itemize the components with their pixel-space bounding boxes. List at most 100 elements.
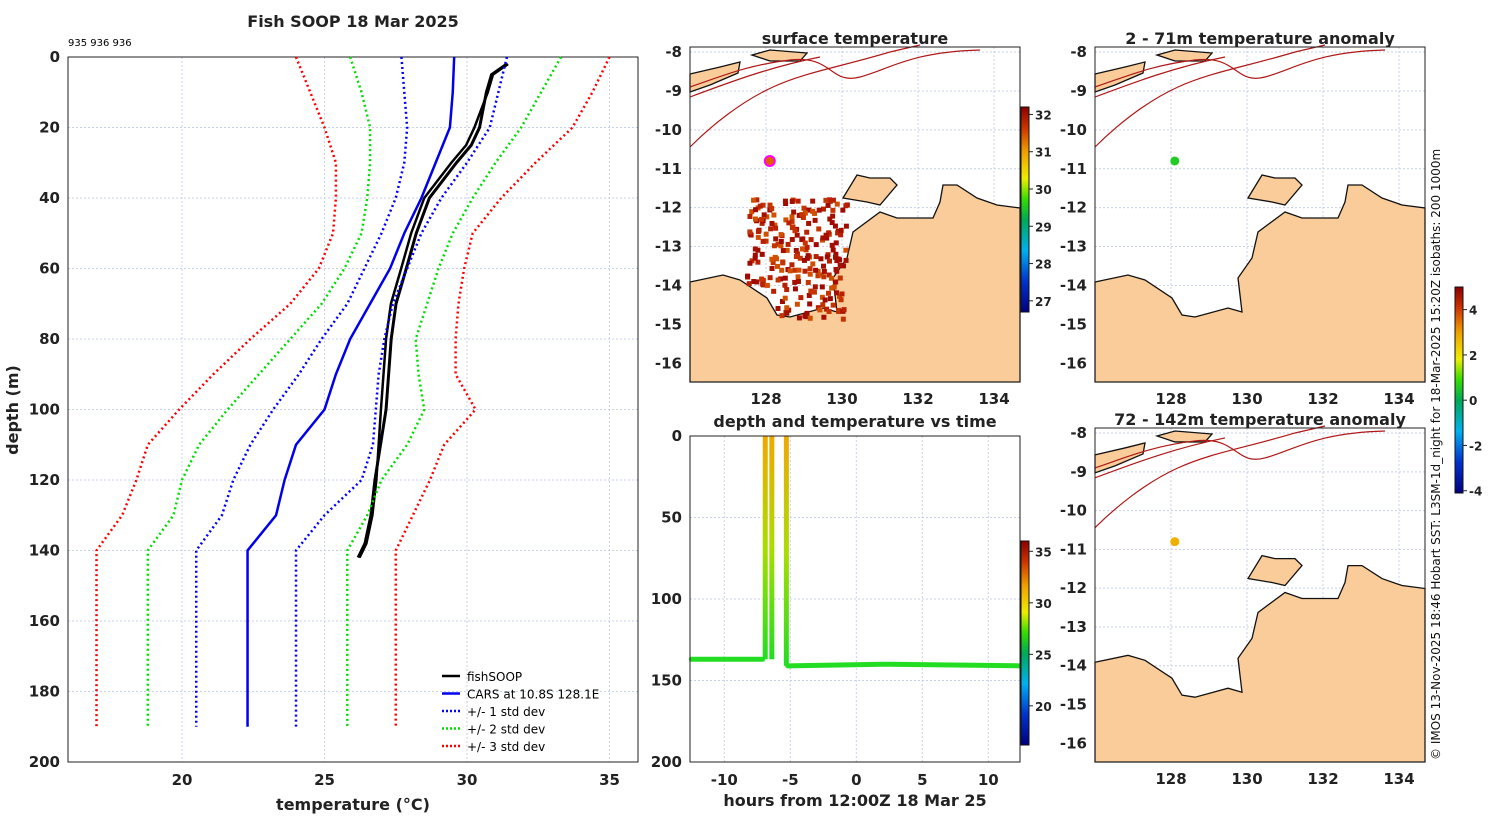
sst-pixel xyxy=(770,266,775,271)
y-tick-label: 200 xyxy=(651,753,682,771)
cars-line xyxy=(248,57,455,727)
sst-pixel xyxy=(756,235,761,240)
lon-tick-label: 134 xyxy=(1383,770,1414,788)
sst-pixel xyxy=(753,256,758,261)
sst-pixel xyxy=(784,311,789,316)
sst-pixel xyxy=(780,259,785,264)
sst-pixel xyxy=(745,274,750,279)
sst-pixel xyxy=(834,290,839,295)
sst-pixel xyxy=(747,281,752,286)
sst-pixel xyxy=(821,274,826,279)
lat-tick-label: -12 xyxy=(1060,199,1087,217)
x-tick-label: 25 xyxy=(314,771,335,789)
sst-pixel xyxy=(768,203,773,208)
y-tick-label: 0 xyxy=(672,427,682,445)
lat-tick-label: -11 xyxy=(1060,540,1087,558)
lat-tick-label: -9 xyxy=(1070,82,1087,100)
coastline xyxy=(1095,566,1425,762)
sst-pixel xyxy=(781,248,786,253)
sst-pixel xyxy=(798,295,803,300)
lat-tick-label: -15 xyxy=(655,315,682,333)
sst-pixel xyxy=(764,232,769,237)
y-tick-label: 100 xyxy=(651,590,682,608)
colorbar-tick-label: 35 xyxy=(1035,545,1052,559)
colorbar-time-temp xyxy=(1021,541,1029,745)
lat-tick-label: -8 xyxy=(1070,43,1087,61)
sst-pixel xyxy=(838,276,843,281)
sst-pixel xyxy=(753,207,758,212)
sst-pixel xyxy=(765,283,770,288)
sst-pixel xyxy=(776,306,781,311)
sst-pixel xyxy=(768,275,773,280)
sst-pixel xyxy=(751,198,756,203)
sst-pixel xyxy=(753,217,758,222)
sst-pixel xyxy=(773,226,778,231)
legend-label: +/- 2 std dev xyxy=(467,723,545,737)
sst-pixel xyxy=(827,259,832,264)
x-tick-label: -10 xyxy=(711,771,738,789)
y-tick-label: 200 xyxy=(29,753,60,771)
y-tick-label: 80 xyxy=(39,330,60,348)
sst-pixel xyxy=(821,264,826,269)
sst-pixel xyxy=(797,315,802,320)
y-tick-label: 60 xyxy=(39,260,60,278)
y-tick-label: 40 xyxy=(39,189,60,207)
sst-pixel xyxy=(840,291,845,296)
colorbar-tick-label: 2 xyxy=(1469,349,1477,363)
sst-pixel xyxy=(842,307,847,312)
lon-tick-label: 130 xyxy=(1231,770,1262,788)
sst-pixel xyxy=(820,302,825,307)
sst-pixel xyxy=(830,208,835,213)
legend-label: +/- 1 std dev xyxy=(467,705,545,719)
sst-pixel xyxy=(826,291,831,296)
lat-tick-label: -8 xyxy=(665,43,682,61)
sst-pixel xyxy=(802,258,807,263)
lat-tick-label: -16 xyxy=(655,354,682,372)
lat-tick-label: -12 xyxy=(655,199,682,217)
lon-tick-label: 132 xyxy=(1307,390,1338,408)
sst-pixel xyxy=(844,224,849,229)
profile-location-marker xyxy=(1170,156,1179,165)
legend-label: fishSOOP xyxy=(467,670,522,684)
lat-tick-label: -9 xyxy=(1070,463,1087,481)
sst-pixel xyxy=(794,254,799,259)
sst-pixel xyxy=(783,296,788,301)
sst-pixel xyxy=(760,252,765,257)
sst-pixel xyxy=(791,210,796,215)
sst-pixel xyxy=(827,309,832,314)
lon-tick-label: 134 xyxy=(1383,390,1414,408)
lon-tick-label: 128 xyxy=(750,390,781,408)
figure: temperature (°C) 20 25 30 35020406080100120… xyxy=(0,0,1500,820)
std-line-upper-4 xyxy=(396,57,610,727)
y-tick-label: 20 xyxy=(39,119,60,137)
sst-pixel xyxy=(771,289,776,294)
sst-pixel xyxy=(814,242,819,247)
sst-pixel xyxy=(795,302,800,307)
descent-segment xyxy=(763,436,768,659)
sst-pixel xyxy=(810,199,815,204)
sst-pixel xyxy=(804,230,809,235)
sst-pixel xyxy=(833,279,838,284)
sst-pixel xyxy=(784,287,789,292)
sst-pixel xyxy=(783,276,788,281)
fishsoop-line-2 xyxy=(360,64,508,558)
sst-pixel xyxy=(793,286,798,291)
sst-pixel xyxy=(761,239,766,244)
x-tick-label: 30 xyxy=(457,771,478,789)
sst-pixel xyxy=(778,243,783,248)
colorbar-tick-label: 25 xyxy=(1035,648,1052,662)
sst-pixel xyxy=(805,245,810,250)
sst-pixel xyxy=(809,237,814,242)
sst-pixel xyxy=(758,204,763,209)
lat-tick-label: -11 xyxy=(1060,160,1087,178)
sst-pixel xyxy=(822,269,827,274)
std-line-lower-2 xyxy=(196,57,407,727)
std-line-lower-3 xyxy=(148,57,370,727)
sst-pixel xyxy=(807,293,812,298)
x-axis-label: temperature (°C) xyxy=(276,795,430,814)
sst-pixel xyxy=(790,224,795,229)
sst-pixel xyxy=(802,313,807,318)
sst-pixel xyxy=(834,240,839,245)
sst-pixel xyxy=(796,268,801,273)
sst-pixel xyxy=(779,232,784,237)
